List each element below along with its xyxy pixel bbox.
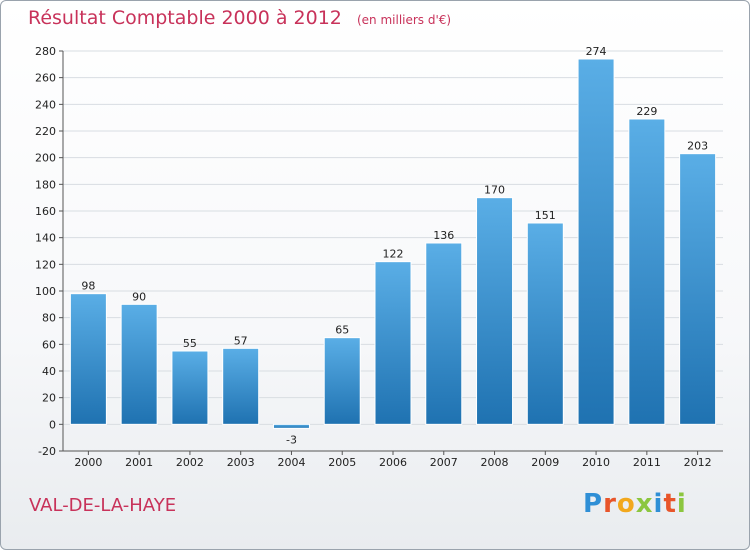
bar-2012	[679, 153, 717, 425]
bar-layer	[69, 58, 717, 429]
logo-letter: o	[616, 489, 636, 519]
bar-2003	[222, 347, 260, 425]
bar-2007	[425, 242, 463, 425]
x-tick-label-2011: 2011	[633, 456, 661, 469]
x-tick-label-2007: 2007	[430, 456, 458, 469]
title-row: Résultat Comptable 2000 à 2012 (en milli…	[28, 7, 451, 29]
y-tick-label: 0	[49, 418, 56, 431]
y-tick-label: 280	[35, 45, 56, 58]
y-tick-label: 240	[35, 98, 56, 111]
data-label-2003: 57	[234, 334, 248, 347]
commune-name: VAL-DE-LA-HAYE	[29, 495, 177, 516]
bar-2001	[120, 303, 158, 425]
label-layer: 98 2000 90 2001 55 2002 57 2003 -3 2004 65 2005 122 2…	[74, 45, 711, 469]
y-tick-label: 80	[42, 312, 56, 325]
y-tick-label: 20	[42, 392, 56, 405]
data-label-2004: -3	[286, 433, 297, 446]
data-label-2007: 136	[433, 229, 454, 242]
data-label-2000: 98	[81, 280, 95, 293]
proxiti-logo: Proxiti	[583, 489, 687, 519]
x-tick-label-2009: 2009	[531, 456, 559, 469]
y-tick-label: 220	[35, 125, 56, 138]
x-tick-label-2008: 2008	[481, 456, 509, 469]
y-tick-label: 100	[35, 285, 56, 298]
y-tick-label: 200	[35, 152, 56, 165]
data-label-2005: 65	[335, 324, 349, 337]
x-tick-label-2005: 2005	[328, 456, 356, 469]
x-tick-label-2012: 2012	[684, 456, 712, 469]
data-label-2001: 90	[132, 290, 146, 303]
x-tick-label-2010: 2010	[582, 456, 610, 469]
chart-title: Résultat Comptable 2000 à 2012	[28, 7, 342, 29]
y-tick-label: 180	[35, 178, 56, 191]
bar-2004	[272, 423, 310, 429]
logo-letter: P	[583, 489, 604, 519]
logo-letter: t	[663, 489, 677, 519]
bar-2011	[628, 118, 666, 425]
bar-2006	[374, 261, 412, 425]
bar-2009	[526, 222, 564, 425]
logo-letter: i	[653, 489, 664, 519]
chart-subtitle: (en milliers d'€)	[356, 13, 452, 27]
x-tick-label-2006: 2006	[379, 456, 407, 469]
logo-letter: r	[603, 489, 617, 519]
x-tick-label-2004: 2004	[277, 456, 305, 469]
y-tick-label: 140	[35, 232, 56, 245]
y-tick-label: 120	[35, 258, 56, 271]
data-label-2008: 170	[484, 184, 505, 197]
bar-2000	[69, 293, 107, 425]
data-label-2006: 122	[383, 248, 404, 261]
logo-letter: x	[635, 489, 654, 519]
bar-2005	[323, 337, 361, 425]
bar-2010	[577, 58, 615, 425]
data-label-2012: 203	[687, 140, 708, 153]
x-tick-label-2000: 2000	[74, 456, 102, 469]
bar-2008	[476, 197, 514, 425]
data-label-2010: 274	[586, 45, 607, 58]
y-tick-label: -20	[38, 445, 56, 458]
y-tick-label: 260	[35, 72, 56, 85]
x-tick-label-2001: 2001	[125, 456, 153, 469]
logo-letter: i	[676, 489, 687, 519]
data-label-2002: 55	[183, 337, 197, 350]
y-tick-label: 60	[42, 338, 56, 351]
y-tick-label: 160	[35, 205, 56, 218]
x-tick-label-2002: 2002	[176, 456, 204, 469]
y-tick-label: 40	[42, 365, 56, 378]
x-tick-label-2003: 2003	[227, 456, 255, 469]
data-label-2011: 229	[636, 105, 657, 118]
data-label-2009: 151	[535, 209, 556, 222]
bar-2002	[171, 350, 209, 425]
